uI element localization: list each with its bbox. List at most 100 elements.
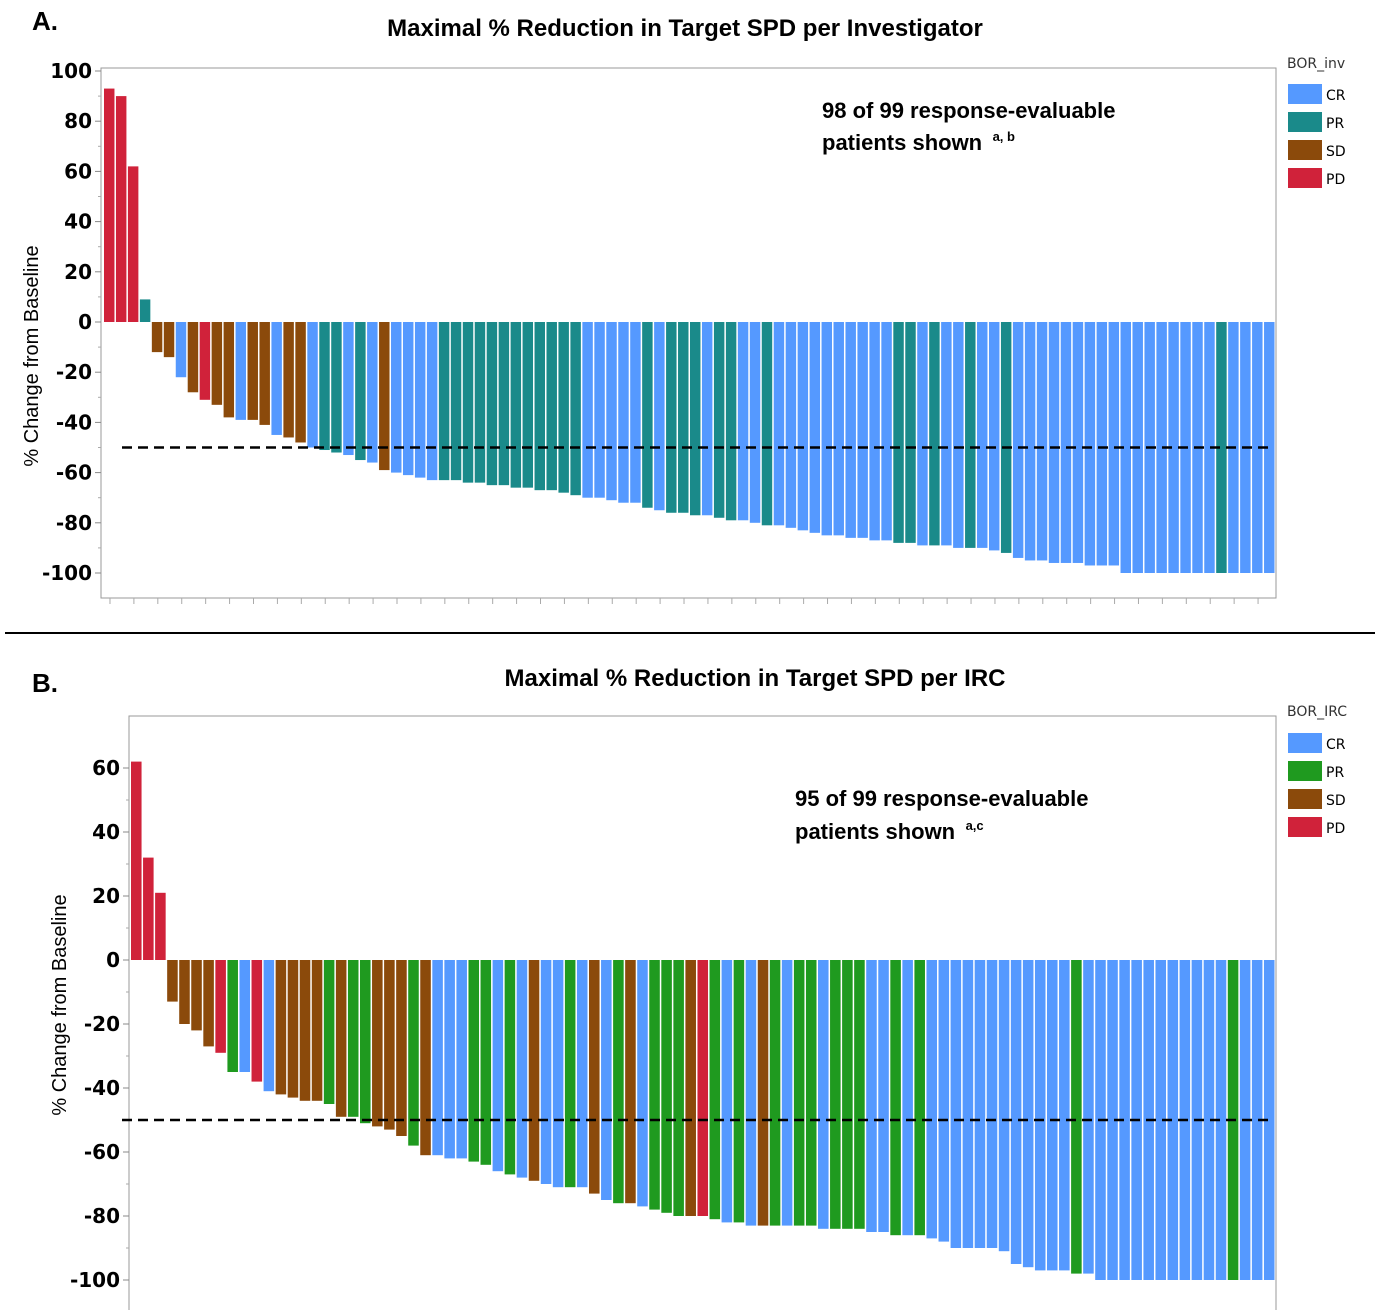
panel-a-bar [391, 322, 402, 473]
panel-a-bar [414, 322, 426, 478]
panel-a-legend-label-pr: PR [1326, 116, 1344, 132]
panel-b-bar [878, 960, 889, 1232]
panel-a-bar [558, 322, 569, 493]
panel-a-y-ticks: 100 80 60 40 20 0 -20 -40 -60 -80 -100 [42, 59, 101, 585]
panel-a-bar [438, 322, 450, 481]
panel-a-bar [953, 322, 964, 548]
panel-a-y-tick-label: -20 [56, 360, 92, 384]
panel-a-bar [869, 322, 880, 541]
panel-b-bar [1215, 960, 1227, 1280]
panel-b-bar [914, 960, 925, 1236]
panel-b-bar [974, 960, 986, 1248]
panel-b-bar [275, 960, 287, 1095]
panel-b-bar [179, 960, 190, 1024]
panel-a-bar [773, 322, 785, 526]
panel-a-bar [271, 322, 282, 435]
panel-a-bar [1252, 322, 1263, 573]
panel-a-y-tick-label: 0 [78, 310, 92, 334]
panel-a-label: A. [32, 6, 58, 36]
panel-b: B. Maximal % Reduction in Target SPD per… [32, 665, 1347, 1310]
panel-a-y-tick-label: -80 [56, 511, 92, 535]
panel-a-bar [761, 322, 773, 526]
panel-a-bar [809, 322, 821, 533]
panel-a-bar [331, 322, 342, 453]
panel-b-legend-swatch-sd [1288, 789, 1322, 809]
panel-a-bar [498, 322, 510, 486]
panel-a-bar [247, 322, 258, 420]
panel-a-bar [1072, 322, 1084, 563]
panel-a-y-axis-label: % Change from Baseline [21, 245, 43, 466]
panel-b-bar [335, 960, 347, 1117]
panel-b-bar [1203, 960, 1215, 1280]
panel-b-bar [468, 960, 480, 1162]
panel-a-bar [319, 322, 330, 451]
panel-a-bar [1108, 322, 1120, 566]
panel-b-bar [239, 960, 251, 1072]
panel-a-bar [522, 322, 534, 488]
panel-b-annotation-line-1: 95 of 99 response-evaluable [795, 786, 1088, 811]
panel-a-bar [139, 299, 151, 322]
panel-b-bar [890, 960, 901, 1236]
panel-a-annotation-line-2: patients shown a, b [822, 129, 1015, 155]
panel-a-y-tick-label: 60 [64, 159, 92, 183]
panel-b-bar [396, 960, 407, 1136]
panel-b-bar [311, 960, 323, 1101]
panel-a-bar [678, 322, 689, 513]
panel-a-bar [713, 322, 725, 518]
panel-b-bar [287, 960, 299, 1098]
panel-a-bar [283, 322, 294, 438]
panel-a-bar [546, 322, 557, 491]
panel-b-bar [191, 960, 202, 1031]
panel-a-bar [223, 322, 235, 418]
panel-b-bar [589, 960, 600, 1194]
panel-a-bar [1096, 322, 1108, 566]
panel-a-bar [462, 322, 474, 483]
panel-b-bar [155, 892, 166, 960]
panel-b-bar [251, 960, 263, 1082]
panel-a-legend-label-cr: CR [1326, 88, 1346, 104]
panel-b-bar [167, 960, 178, 1002]
panel-b-bar [1059, 960, 1070, 1271]
panel-a-bar [833, 322, 844, 536]
panel-b-bar [986, 960, 998, 1248]
panel-a-y-tick-label: -100 [42, 561, 92, 585]
panel-b-y-axis-label: % Change from Baseline [49, 894, 71, 1115]
panel-b-bar [902, 960, 913, 1236]
panel-b-bar [215, 960, 226, 1053]
panel-b-bar [1083, 960, 1094, 1274]
panel-a-bar [941, 322, 952, 546]
panel-a-bar [1036, 322, 1048, 561]
panel-a-bar [881, 322, 892, 541]
panel-a-bar [618, 322, 629, 503]
panel-b-bar [613, 960, 624, 1204]
panel-a-bar [582, 322, 593, 498]
panel-b-bar [456, 960, 467, 1159]
panel-a-bar [534, 322, 545, 491]
panel-a-bar [929, 322, 940, 546]
panel-a-y-tick-label: 20 [64, 260, 92, 284]
panel-b-bar [601, 960, 612, 1200]
panel-a-bar [343, 322, 354, 456]
panel-a-bar [199, 322, 211, 400]
panel-b-bar [793, 960, 805, 1226]
panel-b-bar [227, 960, 238, 1072]
panel-a-bar [163, 322, 175, 358]
panel-a-bar [1060, 322, 1072, 563]
panel-b-bar [769, 960, 781, 1226]
panel-a-legend-swatch-pr [1288, 112, 1322, 132]
panel-a-bar [977, 322, 988, 548]
panel-a-bar [1264, 322, 1275, 573]
panel-a-bar [606, 322, 617, 501]
panel-a-bar [785, 322, 797, 528]
panel-b-bar [1263, 960, 1275, 1280]
panel-b-bar [1022, 960, 1034, 1268]
panel-a-bar [857, 322, 868, 538]
panel-b-y-tick-label: -60 [84, 1140, 120, 1164]
panel-b-bar [143, 857, 154, 960]
panel-b-bar [1155, 960, 1167, 1280]
panel-a-y-tick-label: -60 [56, 461, 92, 485]
panel-a-bar [486, 322, 498, 486]
panel-a-bar [367, 322, 378, 463]
panel-a-bar [917, 322, 928, 546]
panel-b-bar [926, 960, 938, 1239]
